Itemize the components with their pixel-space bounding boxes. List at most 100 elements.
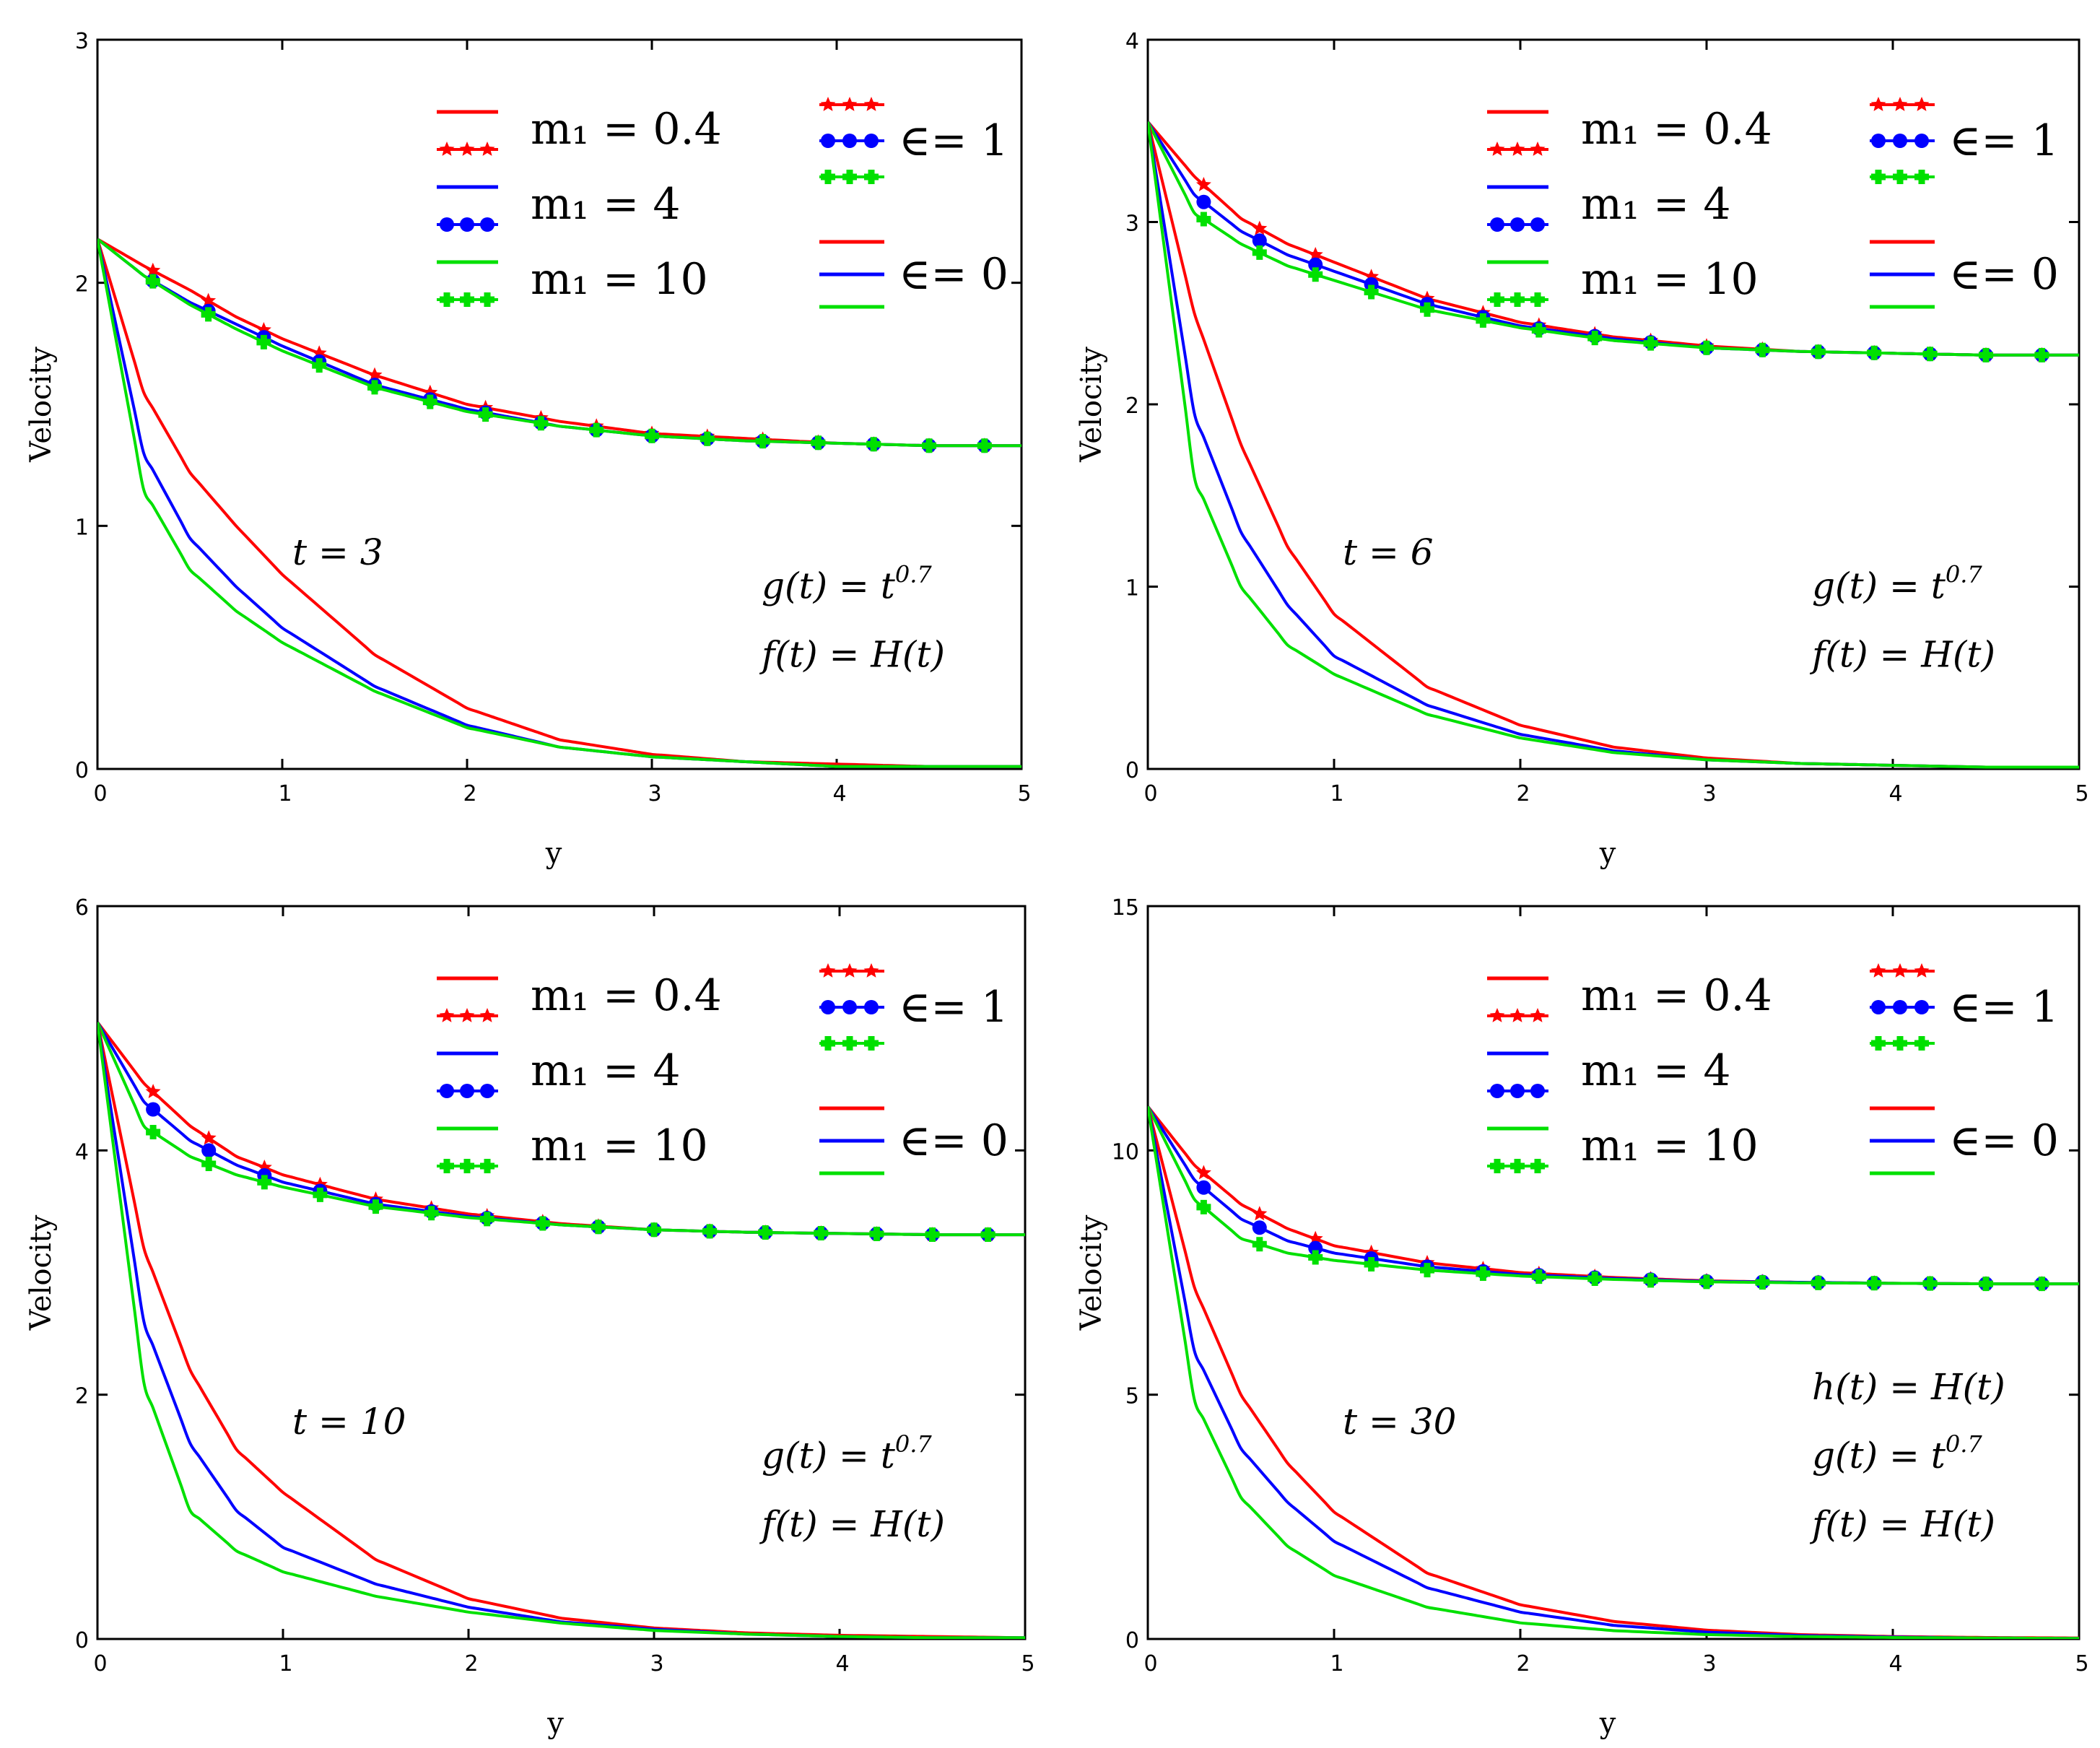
y-tick-label: 3	[1125, 212, 1139, 237]
series-marker	[1979, 347, 1993, 362]
y-axis-title: Velocity	[25, 1214, 58, 1331]
series-marker	[589, 422, 604, 438]
series-line-eps1-m2	[1148, 121, 2079, 357]
chart-panel-top-right: 0 1 2 3 4 5 0 1 2 3 4 y Velocity m₁ = 0.4 m₁ = 4 m₁ = 1…	[1050, 0, 2100, 871]
x-tick-label: 5	[2075, 781, 2088, 806]
plot-frame	[96, 38, 1023, 770]
series-marker	[1979, 1277, 1993, 1292]
series-marker	[1252, 1237, 1267, 1252]
y-tick-label: 0	[1125, 758, 1139, 783]
series-marker	[1587, 1271, 1603, 1287]
legend-label-eps0: ∈= 0	[1949, 249, 2059, 300]
series-marker	[1755, 1275, 1770, 1290]
x-axis-title: y	[1599, 1707, 1616, 1740]
x-tick-label: 3	[648, 781, 661, 806]
series-line-eps1-m0	[1148, 121, 2079, 357]
series-marker	[702, 1224, 718, 1239]
legend-label-m1: m₁ = 4	[1581, 179, 1731, 230]
series-marker	[811, 435, 826, 451]
x-tick-label: 4	[1888, 781, 1902, 806]
legend-label-m1: m₁ = 10	[1581, 254, 1759, 305]
series-marker	[1196, 194, 1211, 209]
plot-frame	[1146, 905, 2081, 1640]
series-marker	[424, 1206, 439, 1221]
series-marker	[1196, 1180, 1211, 1195]
legend-label-m1: m₁ = 0.4	[531, 104, 722, 155]
series-marker	[925, 1227, 940, 1243]
series-marker	[1308, 1250, 1323, 1265]
series-marker	[201, 292, 217, 308]
series-line-eps0-m2	[97, 238, 1021, 768]
series-marker	[533, 416, 549, 431]
series-marker	[145, 1084, 161, 1098]
function-annotation: h(t) = H(t)	[1812, 1366, 2005, 1408]
legend-label-m1: m₁ = 4	[531, 179, 681, 230]
series-marker	[1811, 344, 1826, 360]
legend-label-eps0: ∈= 0	[1949, 1116, 2059, 1166]
x-tick-label: 2	[1516, 1651, 1530, 1677]
series-marker	[1308, 267, 1323, 282]
series-marker	[312, 358, 327, 373]
series-line-eps0-m0	[97, 238, 1021, 768]
time-annotation: t = 6	[1343, 531, 1434, 573]
x-tick-label: 0	[93, 1651, 107, 1677]
series-marker	[1420, 1263, 1434, 1278]
series-marker	[1755, 342, 1770, 357]
series-marker	[367, 380, 382, 395]
series-line-eps1-m1	[1148, 121, 2079, 357]
series-marker	[1476, 1266, 1491, 1281]
series-line-eps0-m0	[97, 1022, 1025, 1639]
series-marker	[1531, 323, 1546, 338]
series-marker	[1643, 336, 1658, 351]
function-annotation: f(t) = H(t)	[759, 634, 945, 676]
series-line-eps0-m2	[97, 1022, 1025, 1639]
y-tick-label: 4	[1125, 29, 1139, 54]
y-tick-label: 4	[75, 1139, 89, 1165]
x-tick-label: 4	[832, 781, 846, 806]
x-tick-label: 0	[1143, 1651, 1157, 1677]
y-tick-label: 0	[75, 1628, 89, 1653]
legend-label-eps0: ∈= 0	[899, 249, 1008, 300]
series-marker	[1196, 212, 1211, 227]
y-tick-label: 15	[1112, 895, 1139, 921]
series-marker	[478, 407, 493, 422]
series-marker	[980, 1227, 995, 1243]
function-annotation: g(t) = t0.7	[762, 561, 932, 607]
series-marker	[1252, 233, 1267, 248]
series-marker	[1252, 1206, 1268, 1221]
series-marker	[1308, 1240, 1323, 1256]
chart-panel-top-left: 0 1 2 3 4 5 0 1 2 3 y Velocity m₁ = 0.4 m₁ = 4 m₁ = 10…	[0, 0, 1050, 871]
series-marker	[257, 1175, 272, 1190]
series-marker	[1699, 1274, 1714, 1290]
x-tick-label: 3	[1702, 1651, 1716, 1677]
function-annotation: f(t) = H(t)	[759, 1503, 945, 1545]
series-marker	[256, 334, 271, 349]
series-marker	[1922, 1276, 1938, 1291]
series-marker	[1307, 247, 1323, 261]
legend-label-m1: m₁ = 4	[531, 1045, 681, 1096]
y-tick-label: 2	[75, 272, 89, 297]
x-tick-label: 2	[464, 1651, 478, 1677]
series-marker	[367, 367, 383, 382]
series-marker	[869, 1227, 884, 1242]
series-marker	[145, 262, 161, 277]
legend-label-m1: m₁ = 0.4	[1581, 104, 1772, 155]
x-tick-label: 3	[1702, 781, 1716, 806]
function-annotation: g(t) = t0.7	[1812, 561, 1982, 607]
series-marker	[1811, 1275, 1826, 1290]
series-marker	[1867, 1276, 1882, 1291]
y-tick-label: 5	[1125, 1384, 1139, 1409]
legend-label-eps1: ∈= 1	[1949, 982, 2059, 1032]
series-marker	[1252, 1220, 1267, 1235]
series-marker	[368, 1199, 383, 1214]
series-marker	[2034, 347, 2049, 362]
series-marker	[1699, 340, 1714, 355]
series-marker	[866, 437, 881, 452]
y-tick-label: 2	[1125, 393, 1139, 419]
legend-label-eps0: ∈= 0	[899, 1116, 1008, 1166]
series-marker	[1643, 1273, 1658, 1288]
legend-label-eps1: ∈= 1	[1949, 116, 2059, 166]
x-axis-title: y	[545, 837, 562, 870]
series-marker	[146, 1124, 161, 1139]
time-annotation: t = 10	[292, 1401, 406, 1443]
